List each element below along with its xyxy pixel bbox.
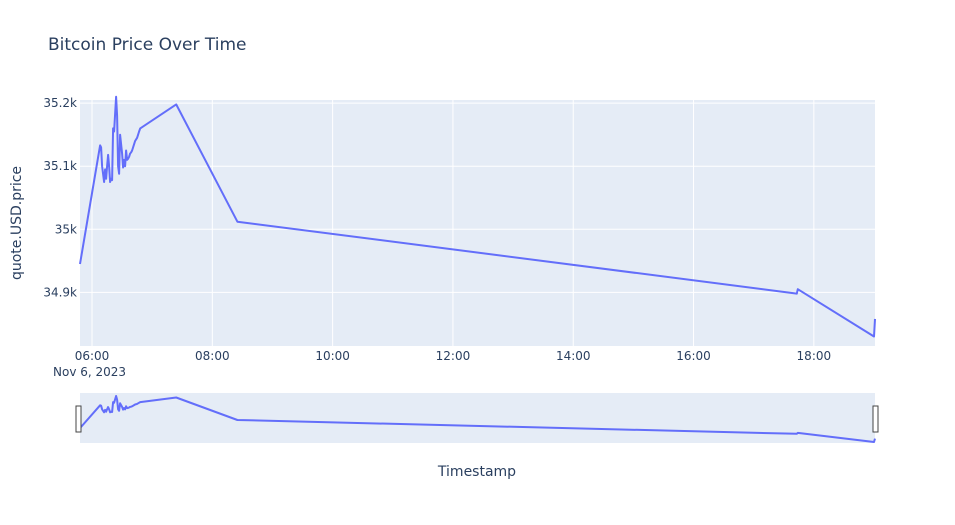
y-tick-labels: 34.9k 35k 35.1k 35.2k [43, 96, 77, 299]
y-axis-title: quote.USD.price [9, 166, 25, 280]
plot-area [80, 100, 875, 346]
x-tick-labels: 06:00 08:00 10:00 12:00 14:00 16:00 18:00 [75, 349, 831, 363]
rangeslider-handle-right[interactable] [872, 405, 879, 433]
x-tick-label: 18:00 [797, 349, 832, 363]
y-tick-label: 34.9k [43, 285, 77, 299]
grid-lines [80, 100, 875, 346]
rangeslider-handle-left[interactable] [75, 405, 82, 433]
x-tick-label: 06:00 [75, 349, 110, 363]
y-tick-label: 35.1k [43, 159, 77, 173]
x-tick-label: 16:00 [676, 349, 711, 363]
x-tick-label: 14:00 [556, 349, 591, 363]
x-axis-title: Timestamp [437, 464, 516, 480]
chart-title: Bitcoin Price Over Time [48, 35, 246, 55]
x-tick-label: 12:00 [436, 349, 471, 363]
x-date-label: Nov 6, 2023 [53, 365, 126, 379]
rangeslider[interactable] [80, 393, 875, 443]
x-tick-label: 10:00 [315, 349, 350, 363]
x-tick-label: 08:00 [195, 349, 230, 363]
rangeslider-series-line [79, 395, 876, 443]
series-line-price [79, 95, 876, 338]
y-tick-label: 35k [55, 222, 77, 236]
y-tick-label: 35.2k [43, 96, 77, 110]
